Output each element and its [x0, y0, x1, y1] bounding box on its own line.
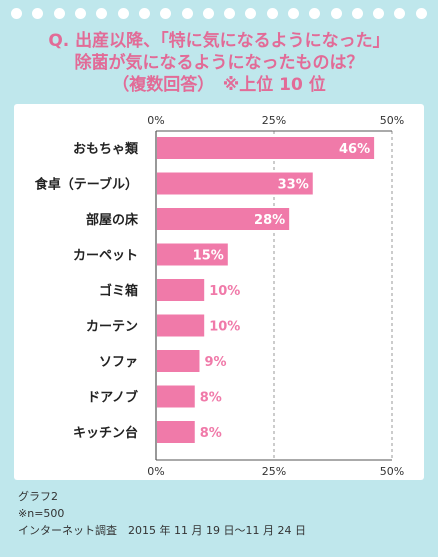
- bar-6: [157, 350, 200, 372]
- category-label-8: キッチン台: [73, 425, 138, 441]
- category-label-2: 部屋の床: [86, 212, 139, 228]
- bar-0: [157, 137, 375, 159]
- title-line-1: Q. 出産以降、「特に気になるようになった」: [48, 31, 390, 51]
- value-label-6: 9%: [204, 355, 226, 370]
- value-label-8: 8%: [200, 426, 222, 441]
- category-label-6: ソファ: [99, 355, 138, 370]
- chart-footer: グラフ2 ※n=500 インターネット調査 2015 年 11 月 19 日〜1…: [18, 488, 306, 539]
- value-label-0: 46%: [339, 142, 370, 157]
- value-label-7: 8%: [200, 391, 222, 406]
- chart-panel: [14, 104, 424, 480]
- chart-title: Q. 出産以降、「特に気になるようになった」 除菌が気になるようになったものは？…: [0, 30, 438, 96]
- graph-label: グラフ2: [18, 490, 58, 503]
- decorative-dots: [0, 0, 438, 26]
- bar-8: [157, 421, 195, 443]
- top-tick-label-0: 0%: [147, 114, 164, 127]
- category-label-0: おもちゃ類: [73, 142, 139, 157]
- value-label-3: 15%: [193, 249, 224, 264]
- title-line-2: 除菌が気になるようになったものは？: [74, 53, 364, 73]
- bar-4: [157, 279, 205, 301]
- value-label-4: 10%: [209, 284, 240, 299]
- bar-2: [157, 208, 290, 230]
- bar-3: [157, 243, 228, 266]
- survey-note: インターネット調査 2015 年 11 月 19 日〜11 月 24 日: [18, 524, 306, 537]
- top-tick-label-1: 25%: [262, 114, 286, 127]
- value-label-2: 28%: [254, 213, 285, 228]
- bottom-tick-label-1: 25%: [262, 465, 286, 478]
- sample-size: ※n=500: [18, 507, 65, 520]
- bar-7: [157, 385, 195, 408]
- category-label-1: 食卓（テーブル）: [35, 177, 138, 193]
- bar-5: [157, 314, 205, 337]
- title-line-3: （複数回答） ※上位 10 位: [112, 75, 326, 95]
- value-label-5: 10%: [209, 320, 240, 335]
- category-label-5: カーテン: [86, 320, 138, 335]
- bar-1: [157, 172, 313, 195]
- top-tick-label-2: 50%: [380, 114, 404, 127]
- category-label-4: ゴミ箱: [99, 283, 138, 299]
- category-label-3: カーペット: [73, 249, 138, 264]
- value-label-1: 33%: [278, 178, 309, 193]
- bottom-tick-label-2: 50%: [380, 465, 404, 478]
- bottom-tick-label-0: 0%: [147, 465, 164, 478]
- category-label-7: ドアノブ: [87, 390, 138, 406]
